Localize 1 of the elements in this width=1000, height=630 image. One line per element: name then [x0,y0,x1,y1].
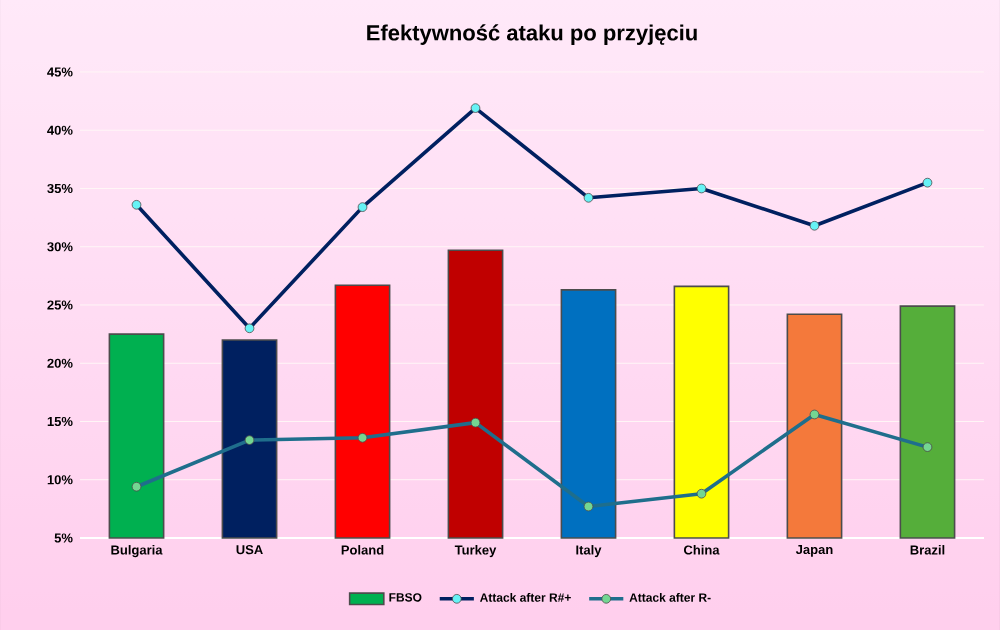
chart-title: Efektywność ataku po przyjęciu [367,24,697,45]
